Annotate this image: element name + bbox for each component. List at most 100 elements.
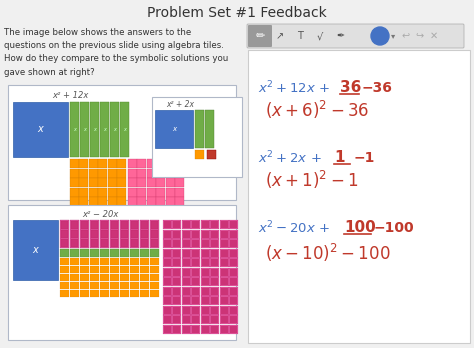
Text: x² + 2x: x² + 2x [166, 100, 194, 109]
Bar [182, 306, 191, 315]
Bar [151, 239, 158, 247]
Bar [100, 274, 109, 281]
Bar [201, 239, 210, 248]
Bar [140, 258, 149, 265]
Bar [220, 258, 229, 267]
Bar [164, 250, 171, 256]
Bar [140, 266, 149, 273]
Bar [230, 297, 237, 304]
Bar [151, 221, 158, 229]
Bar [80, 102, 89, 157]
Bar [150, 249, 159, 257]
Bar [80, 188, 89, 197]
Text: T: T [297, 31, 303, 41]
Bar [147, 159, 156, 168]
Bar [173, 297, 181, 304]
FancyBboxPatch shape [248, 50, 470, 343]
Bar [201, 296, 210, 305]
Bar [131, 230, 138, 238]
Bar [191, 296, 201, 305]
Bar [13, 102, 68, 157]
Text: x: x [33, 245, 38, 255]
Bar [70, 206, 79, 215]
Bar [111, 239, 118, 247]
Bar [101, 230, 108, 238]
Bar [183, 269, 190, 276]
Bar [192, 240, 200, 247]
Bar [137, 178, 146, 187]
Bar [229, 229, 238, 238]
Bar [130, 290, 139, 297]
Bar [118, 178, 127, 187]
Bar [90, 266, 99, 273]
Bar [61, 221, 68, 229]
Bar [100, 290, 109, 297]
Bar [155, 110, 193, 148]
Bar [229, 239, 238, 248]
Text: $(x+6)^2-36$: $(x+6)^2-36$ [265, 99, 369, 121]
Bar [70, 266, 79, 273]
Bar [89, 168, 98, 177]
Bar [150, 290, 159, 297]
Bar [229, 324, 238, 333]
Bar [150, 282, 159, 289]
Bar [230, 221, 237, 228]
Bar [182, 220, 191, 229]
Bar [164, 278, 171, 285]
Bar [110, 266, 119, 273]
Bar [175, 159, 184, 168]
Bar [163, 315, 172, 324]
Bar [195, 110, 204, 148]
Bar [120, 290, 129, 297]
Bar [70, 249, 79, 257]
Bar [13, 220, 58, 280]
Bar [173, 286, 182, 295]
Text: 100: 100 [344, 221, 376, 236]
Bar [210, 324, 219, 333]
Bar [220, 324, 229, 333]
Bar [141, 239, 148, 247]
Bar [175, 206, 184, 215]
Bar [173, 324, 182, 333]
Bar [99, 197, 108, 206]
Bar [121, 221, 128, 229]
Bar [191, 315, 201, 324]
Bar [173, 325, 181, 332]
Bar [220, 239, 229, 248]
Bar [205, 110, 214, 148]
Bar [211, 221, 219, 228]
Bar [173, 269, 181, 276]
Bar [80, 266, 89, 273]
Bar [163, 306, 172, 315]
Bar [70, 290, 79, 297]
Bar [71, 230, 78, 238]
Text: −36: −36 [362, 81, 393, 95]
Bar [156, 197, 165, 206]
Bar [202, 269, 209, 276]
Bar [141, 230, 148, 238]
Bar [130, 266, 139, 273]
Bar [192, 297, 200, 304]
Bar [201, 258, 210, 267]
Bar [128, 197, 137, 206]
Bar [191, 324, 201, 333]
Bar [137, 197, 146, 206]
Bar [211, 278, 219, 285]
Bar [220, 306, 229, 315]
Bar [173, 287, 181, 294]
Bar [60, 274, 69, 281]
Bar [80, 178, 89, 187]
Bar [173, 240, 181, 247]
Bar [118, 206, 127, 215]
Text: $x^2 + 2x\,+$: $x^2 + 2x\,+$ [258, 150, 322, 166]
Bar [118, 188, 127, 197]
Text: x: x [113, 127, 116, 132]
Bar [81, 221, 88, 229]
Bar [175, 188, 184, 197]
Bar [221, 278, 228, 285]
Bar [164, 307, 171, 314]
Bar [220, 248, 229, 258]
Bar [80, 159, 89, 168]
Bar [163, 296, 172, 305]
Bar [166, 159, 175, 168]
